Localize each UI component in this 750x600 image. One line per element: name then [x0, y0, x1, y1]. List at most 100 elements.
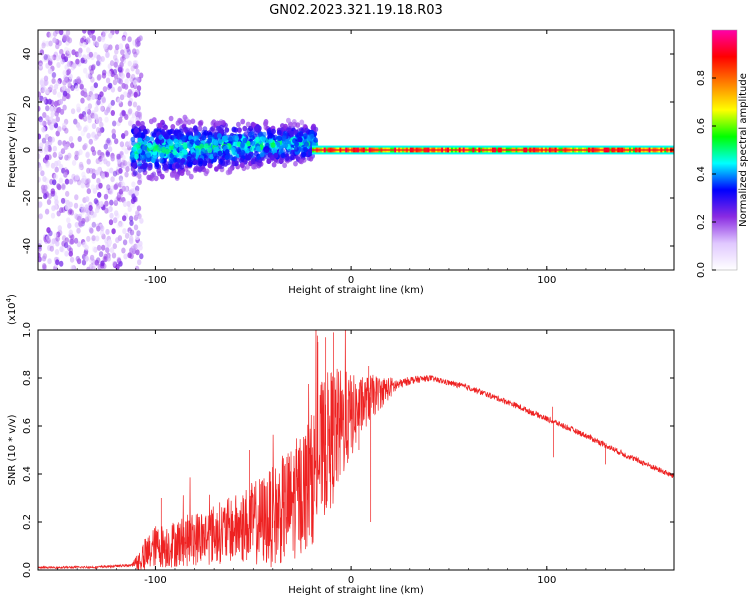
- spectrogram-cell: [91, 149, 97, 156]
- spectrogram-cell: [97, 149, 102, 156]
- spectrogram-cell: [75, 58, 80, 65]
- spectrogram-cell: [186, 155, 192, 162]
- spectrogram-cell: [156, 167, 162, 174]
- spectrogram-cell: [105, 247, 110, 254]
- spectrogram-cell: [56, 62, 61, 68]
- spectrogram-cell: [68, 250, 74, 257]
- spectrogram-cell: [98, 251, 104, 258]
- spectrogram-cell: [139, 253, 144, 260]
- spectrogram-cell: [114, 30, 120, 35]
- spectrogram-cell: [135, 120, 141, 126]
- spectrogram-cell: [78, 149, 83, 156]
- spectrogram-cell: [44, 154, 50, 161]
- spectrogram-cell: [46, 199, 52, 205]
- spectrogram-cell: [239, 162, 245, 168]
- spectrogram-cell: [38, 176, 41, 183]
- spectrogram-cell: [191, 152, 197, 158]
- spectrogram-cell: [132, 196, 137, 203]
- spectrogram-cell: [54, 199, 59, 206]
- spectrogram-heatmap: [38, 30, 674, 270]
- spectrogram-cell: [301, 151, 307, 158]
- spectrogram-cell: [237, 127, 242, 133]
- spectrogram-cell: [58, 177, 63, 184]
- spectrogram-cell: [59, 30, 64, 36]
- spectrogram-cell: [85, 37, 91, 44]
- spectrogram-cell: [117, 86, 122, 93]
- spectrogram-cell: [100, 260, 105, 267]
- spectrogram-cell: [47, 245, 52, 251]
- spectrogram-cell: [55, 116, 60, 123]
- spectrogram-cell: [130, 116, 135, 123]
- spectrogram-cell: [55, 80, 61, 86]
- spectrogram-cell: [133, 224, 139, 231]
- spectrogram-cell: [67, 222, 72, 229]
- spectrogram-cell: [116, 256, 122, 263]
- spectrogram-cell: [121, 159, 126, 166]
- spectrogram-cell: [95, 40, 100, 47]
- spectrogram-cell: [131, 181, 136, 188]
- spectrogram-cell: [107, 139, 112, 146]
- spectrogram-cell: [86, 188, 92, 195]
- spectrogram-cell: [126, 161, 131, 168]
- spectrogram-cell: [74, 150, 79, 157]
- spectrogram-cell: [89, 209, 94, 216]
- spectrogram-cell: [106, 255, 111, 262]
- spectrogram-cell: [295, 153, 301, 160]
- spectrogram-cell: [81, 217, 86, 224]
- snr-ticks: -100 0 100 0.0 0.2 0.4 0.6 0.8 1.0: [22, 322, 674, 586]
- spectrogram-cell: [153, 175, 159, 182]
- spectrogram-cell: [286, 117, 291, 124]
- spectrogram-cell: [61, 53, 66, 60]
- spectrogram-cell: [207, 147, 213, 154]
- spectrogram-cell: [66, 68, 72, 75]
- spectrogram-cell: [120, 49, 125, 56]
- spectrogram-cell: [59, 246, 64, 253]
- spectrogram-cell: [76, 258, 82, 265]
- spectrogram-cell: [56, 160, 61, 166]
- spectrogram-cell: [86, 178, 91, 185]
- spectrogram-cell: [97, 264, 102, 270]
- spectrogram-cell: [289, 154, 295, 161]
- spectrogram-cell: [114, 210, 119, 217]
- spectrogram-cell: [187, 161, 193, 167]
- spectrogram-cell: [55, 55, 60, 62]
- spectrogram-cell: [62, 90, 68, 97]
- figure-title: GN02.2023.321.19.18.R03: [269, 3, 443, 18]
- colorbar-frame: [711, 29, 738, 271]
- spectrogram-x-axis-label: Height of straight line (km): [288, 285, 424, 296]
- spectrogram-cell: [119, 94, 125, 101]
- snr-panel: -100 0 100 0.0 0.2 0.4 0.6 0.8 1.0 Height of str…: [5, 294, 675, 596]
- spectrogram-cell: [213, 140, 219, 146]
- spectrogram-cell: [132, 79, 138, 86]
- spectrogram-cell: [38, 153, 41, 160]
- spectrogram-cell: [63, 144, 68, 150]
- spectrogram-cell: [103, 193, 109, 200]
- spectrogram-cell: [136, 85, 142, 92]
- spectrogram-cell: [108, 44, 113, 51]
- spectrogram-cell: [51, 72, 56, 79]
- spectrogram-cell: [146, 174, 152, 181]
- spectrogram-cell: [107, 146, 113, 153]
- spectrogram-cell: [93, 113, 99, 120]
- spectrogram-cell: [137, 137, 143, 144]
- spectrogram-cell: [107, 70, 112, 77]
- spectrogram-cell: [84, 106, 89, 113]
- spectrogram-cell: [49, 116, 54, 123]
- spectrogram-cell: [99, 229, 105, 236]
- spectrogram-cell: [56, 231, 61, 238]
- spectrogram-cell: [217, 138, 223, 144]
- spectrogram-cell: [93, 198, 99, 205]
- spectrogram-cell: [95, 118, 101, 125]
- spectrogram-cell: [228, 154, 234, 161]
- spectrogram-cell: [254, 151, 259, 157]
- spectrogram-cell: [286, 127, 291, 133]
- spectrogram-cell: [40, 84, 45, 91]
- spectrogram-cell: [142, 129, 148, 135]
- spectrogram-cell: [79, 164, 85, 171]
- spectrogram-cell: [194, 147, 200, 154]
- spectrogram-cell: [95, 235, 100, 242]
- spectrogram-cell: [272, 134, 278, 141]
- spectrogram-cell: [90, 64, 96, 71]
- spectrogram-cell: [55, 240, 60, 247]
- spectrogram-cell: [55, 30, 60, 35]
